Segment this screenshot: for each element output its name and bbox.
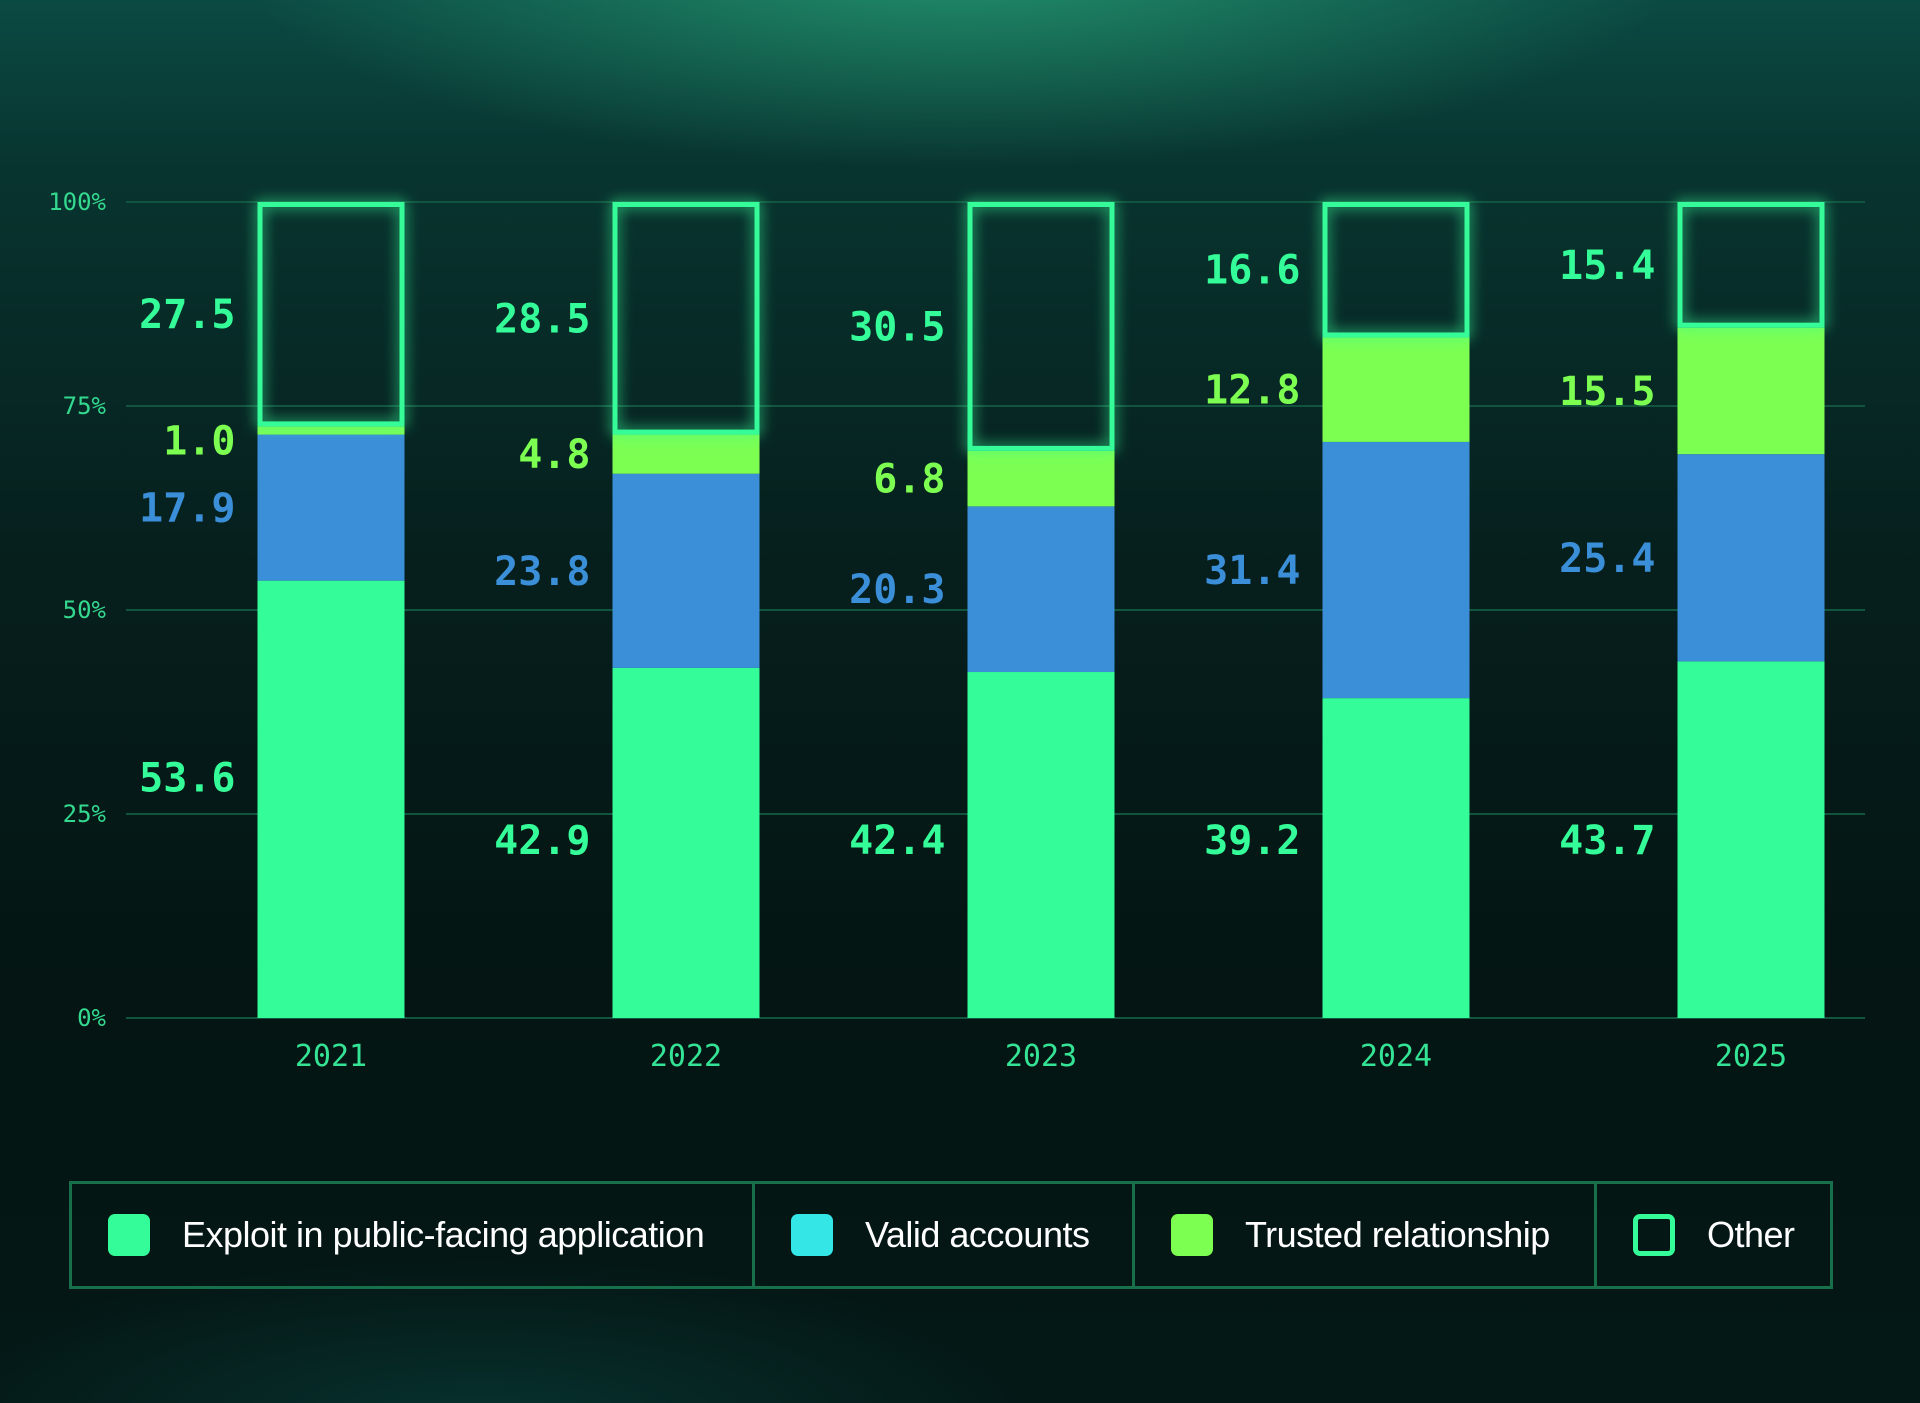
legend-label: Other	[1707, 1214, 1795, 1255]
legend-item-valid-accounts[interactable]: Valid accounts	[755, 1184, 1135, 1286]
bars	[257, 202, 1825, 1018]
data-label: 20.3	[849, 567, 945, 613]
bar-segment-trusted-relationship	[967, 450, 1115, 507]
data-label: 17.9	[139, 486, 235, 532]
data-labels: 53.6 17.9 1.0 27.5 42.9 23.8 4.8 28.5 42.4 20.3 6.…	[139, 243, 1655, 864]
bar-segment-trusted-relationship	[612, 434, 760, 474]
bar-segment-other	[1677, 202, 1825, 328]
data-label: 30.5	[849, 304, 945, 350]
x-tick-label: 2022	[650, 1039, 722, 1074]
data-label: 4.8	[518, 432, 590, 478]
x-tick-label: 2021	[295, 1039, 367, 1074]
bar-segment-other	[1322, 202, 1470, 338]
bar-segment-exploit-in-public-facing-application	[1677, 661, 1825, 1018]
data-label: 25.4	[1559, 536, 1655, 582]
y-tick-label: 75%	[63, 392, 107, 420]
data-label: 16.6	[1204, 248, 1300, 294]
data-label: 28.5	[494, 296, 590, 342]
data-label: 42.4	[849, 818, 945, 864]
x-tick-label: 2025	[1715, 1039, 1787, 1074]
bar-segment-other	[257, 202, 405, 427]
y-tick-label: 50%	[63, 596, 107, 624]
legend-label: Trusted relationship	[1245, 1214, 1550, 1255]
bar-segment-trusted-relationship	[257, 426, 405, 435]
data-label: 12.8	[1204, 368, 1300, 414]
bar-segment-valid-accounts	[1322, 441, 1470, 699]
bar-segment-valid-accounts	[1677, 454, 1825, 662]
data-label: 42.9	[494, 818, 590, 864]
legend-swatch-valid-accounts-icon	[791, 1214, 833, 1256]
bar-segment-trusted-relationship	[1322, 337, 1470, 442]
bar-segment-valid-accounts	[257, 434, 405, 581]
bar-segment-valid-accounts	[612, 473, 760, 668]
y-tick-label: 100%	[48, 188, 106, 216]
legend-item-trusted-relationship[interactable]: Trusted relationship	[1135, 1184, 1597, 1286]
y-axis-ticks: 0% 25% 50% 75% 100%	[48, 188, 106, 1032]
data-label: 15.4	[1559, 243, 1655, 289]
legend-label: Valid accounts	[865, 1214, 1090, 1255]
legend-item-exploit[interactable]: Exploit in public-facing application	[72, 1184, 755, 1286]
legend-label: Exploit in public-facing application	[182, 1214, 705, 1255]
bar-segment-exploit-in-public-facing-application	[257, 580, 405, 1018]
legend-swatch-trusted-relationship-icon	[1171, 1214, 1213, 1256]
data-label: 27.5	[139, 292, 235, 338]
bar-segment-trusted-relationship	[1677, 327, 1825, 455]
data-label: 39.2	[1204, 818, 1300, 864]
data-label: 31.4	[1204, 548, 1300, 594]
data-label: 53.6	[139, 755, 235, 801]
legend: Exploit in public-facing application Val…	[69, 1181, 1833, 1289]
data-label: 6.8	[873, 457, 945, 503]
data-label: 15.5	[1559, 369, 1655, 415]
data-label: 43.7	[1559, 818, 1655, 864]
legend-swatch-exploit-icon	[108, 1214, 150, 1256]
x-axis-ticks: 2021 2022 2023 2024 2025	[295, 1039, 1787, 1074]
bar-segment-exploit-in-public-facing-application	[1322, 698, 1470, 1018]
x-tick-label: 2024	[1360, 1039, 1432, 1074]
x-tick-label: 2023	[1005, 1039, 1077, 1074]
bar-segment-other	[612, 202, 760, 435]
bar-segment-valid-accounts	[967, 506, 1115, 673]
bar-segment-exploit-in-public-facing-application	[967, 672, 1115, 1018]
y-tick-label: 0%	[77, 1004, 106, 1032]
data-label: 23.8	[494, 549, 590, 595]
legend-swatch-other-icon	[1633, 1214, 1675, 1256]
bar-segment-other	[967, 202, 1115, 451]
y-tick-label: 25%	[63, 800, 107, 828]
data-label: 1.0	[163, 418, 235, 464]
legend-item-other[interactable]: Other	[1597, 1184, 1830, 1286]
bar-segment-exploit-in-public-facing-application	[612, 667, 760, 1018]
